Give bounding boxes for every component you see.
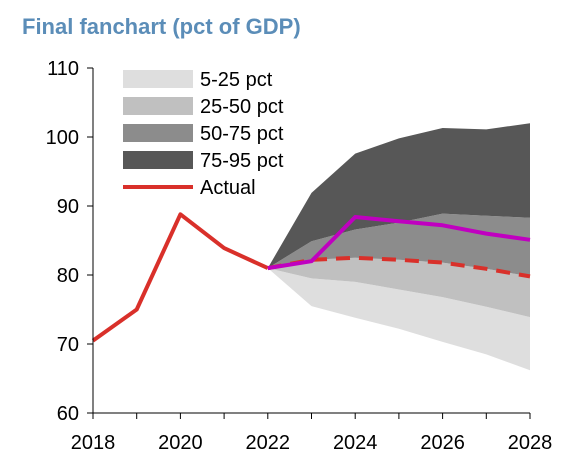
legend-swatch [123, 97, 193, 115]
y-tick-label: 90 [57, 196, 79, 218]
band-75-95 [267, 123, 530, 269]
y-tick-label: 110 [47, 58, 79, 80]
axes [87, 67, 531, 419]
median-projection-line [267, 255, 531, 279]
legend-label: 5-25 pct [200, 69, 273, 91]
legend-label: 25-50 pct [200, 96, 284, 118]
x-tick-label: 2022 [246, 432, 291, 454]
legend-label: 50-75 pct [200, 123, 284, 145]
fan-bands [267, 123, 530, 371]
chart-title: Final fanchart (pct of GDP) [22, 14, 301, 39]
y-tick-label: 70 [57, 334, 79, 356]
y-tick-label: 80 [57, 265, 79, 287]
legend-label: 75-95 pct [200, 150, 284, 172]
x-tick-label: 2018 [71, 432, 116, 454]
x-tick-label: 2026 [420, 432, 465, 454]
final-projection-line [267, 215, 531, 271]
band-25-50 [267, 257, 530, 318]
band-5-25 [267, 268, 530, 371]
legend: 5-25 pct 25-50 pct 50-75 pct 75-95 pct Actua… [123, 69, 284, 199]
legend-label: Actual [200, 177, 256, 199]
legend-swatch [123, 70, 193, 88]
series-lines [91, 212, 531, 343]
y-tick-label: 60 [57, 403, 79, 425]
x-tick-label: 2020 [158, 432, 203, 454]
x-tick-label: 2028 [508, 432, 553, 454]
legend-swatch [123, 124, 193, 142]
actual-line [91, 212, 269, 343]
x-tick-label: 2024 [333, 432, 378, 454]
legend-swatch [123, 151, 193, 169]
y-tick-label: 100 [46, 127, 79, 149]
tick-labels: 60 70 80 90 100 110 2018 2020 2022 2024 2026 2028 [46, 58, 553, 454]
